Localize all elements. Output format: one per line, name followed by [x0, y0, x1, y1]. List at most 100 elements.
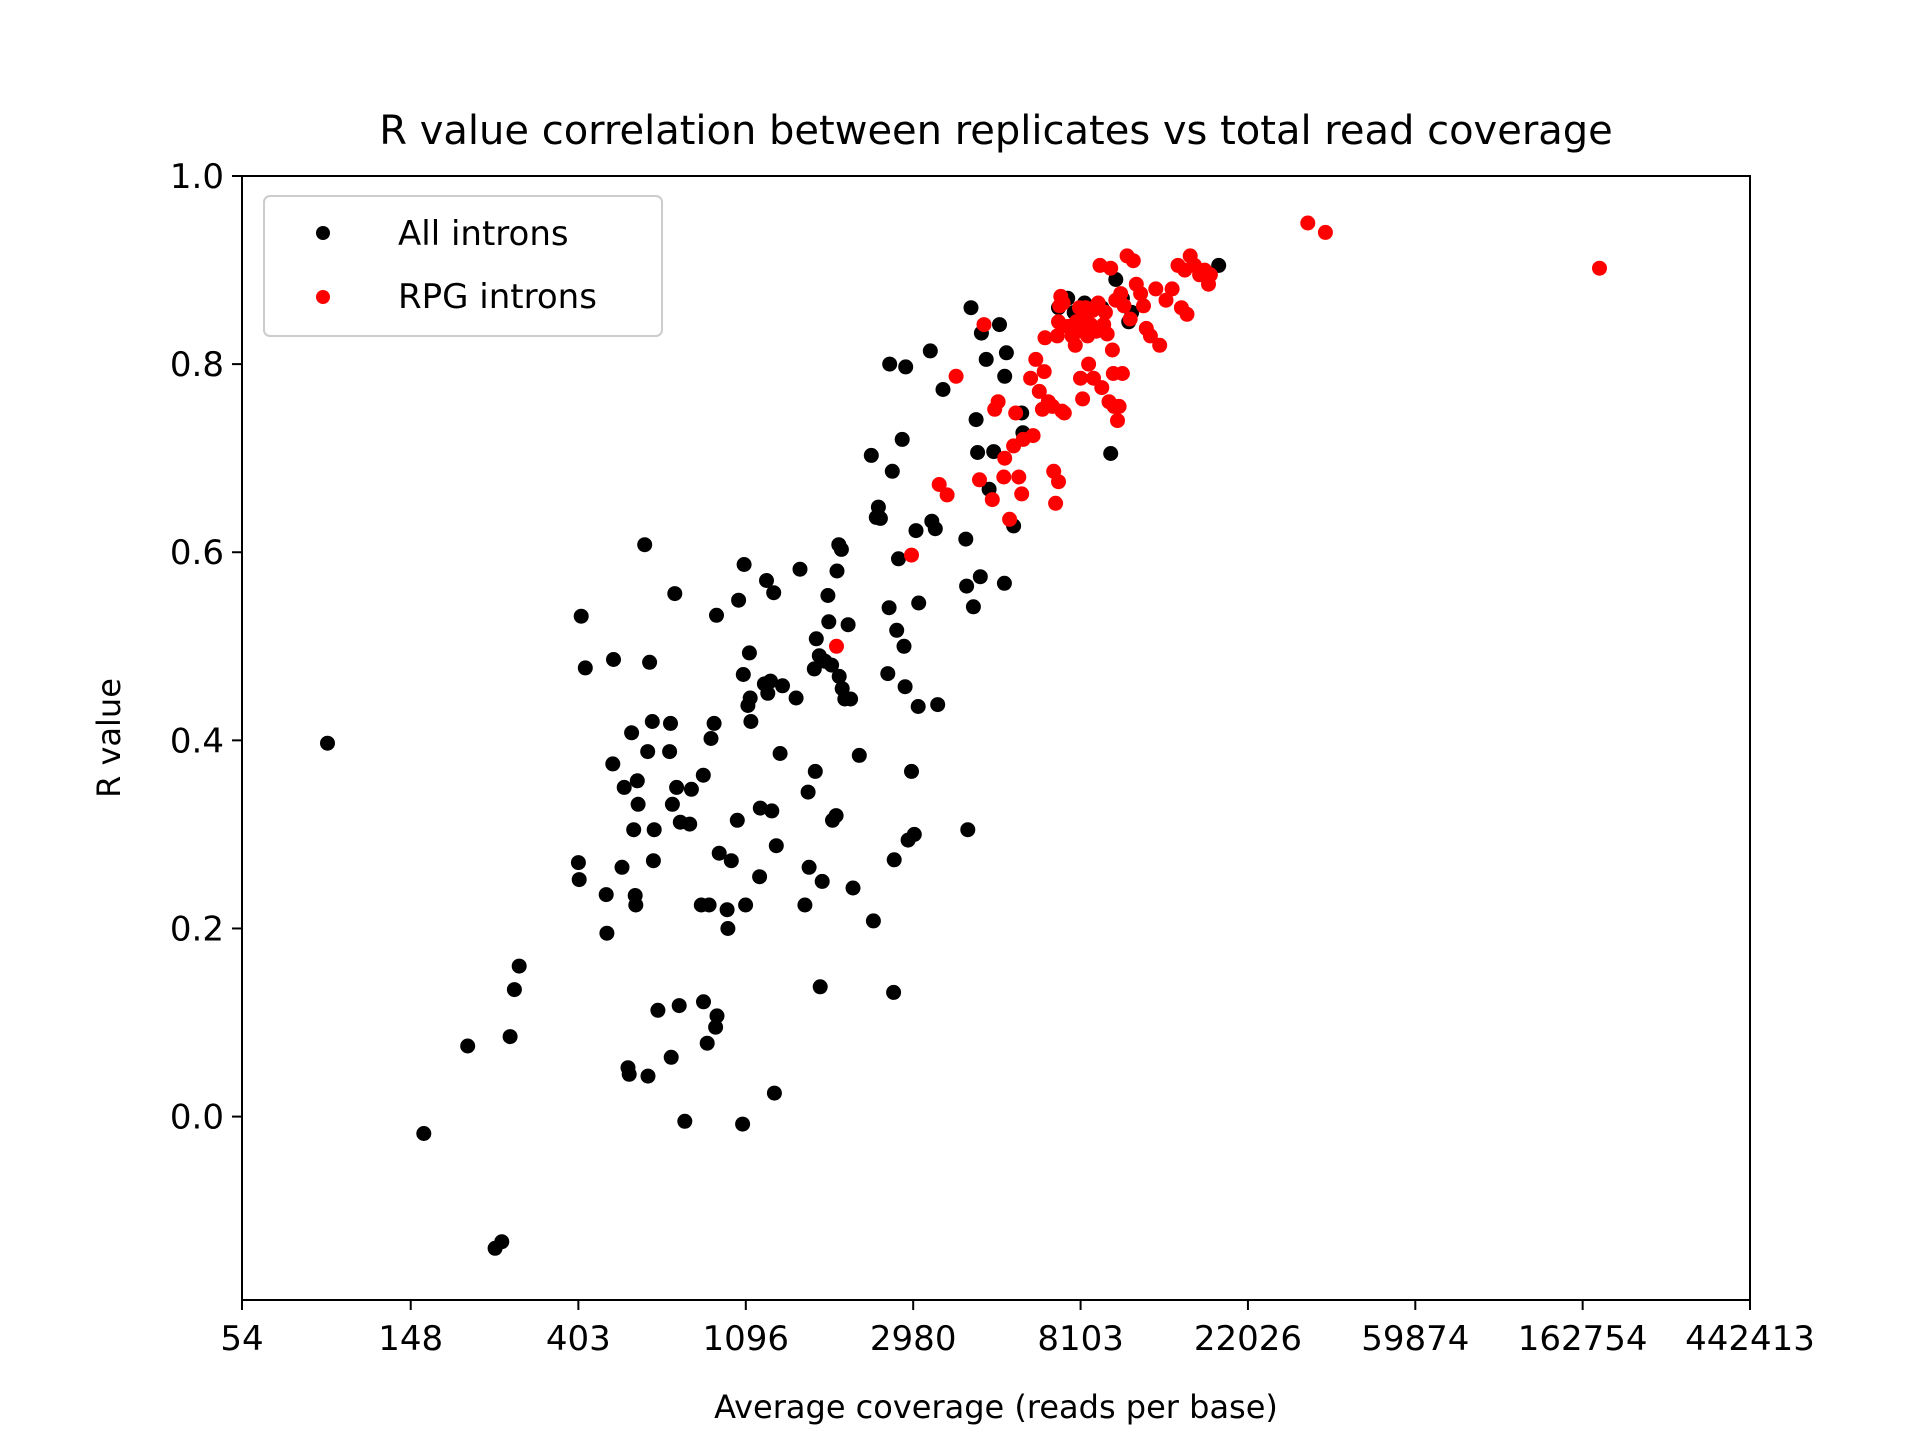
data-point [742, 690, 758, 706]
data-point [320, 735, 335, 751]
data-point [939, 487, 955, 503]
data-point [766, 585, 782, 601]
data-point [906, 826, 922, 842]
data-point [621, 1066, 637, 1082]
data-point [908, 523, 924, 539]
data-point [840, 617, 856, 633]
data-point [1164, 281, 1180, 297]
y-tick-label: 0.0 [170, 1098, 224, 1138]
data-point [996, 575, 1012, 591]
data-point [978, 351, 994, 367]
data-point [894, 431, 910, 447]
data-point [1028, 351, 1044, 367]
data-point [814, 873, 830, 889]
data-point [752, 800, 768, 816]
data-point [571, 872, 587, 888]
data-point [1008, 405, 1024, 421]
data-point [820, 588, 836, 603]
data-point [886, 984, 902, 1000]
data-point [1002, 511, 1018, 527]
data-point [671, 998, 687, 1014]
data-point [511, 958, 527, 974]
data-point [1037, 330, 1053, 346]
data-point [763, 673, 778, 689]
data-point [889, 622, 905, 638]
data-point [616, 779, 632, 795]
data-point [904, 763, 919, 779]
data-point [644, 714, 660, 729]
data-point [663, 1049, 679, 1065]
data-point [896, 638, 912, 654]
data-point [1048, 495, 1064, 511]
data-point [768, 838, 784, 854]
data-point [958, 531, 974, 547]
data-point [1031, 383, 1047, 399]
data-point [965, 599, 981, 615]
data-point [812, 979, 828, 995]
legend-marker-rpg-introns [316, 290, 330, 304]
data-point [904, 547, 919, 563]
data-point [801, 859, 817, 875]
data-point [1094, 380, 1110, 396]
data-point [677, 1113, 693, 1129]
data-point [788, 690, 804, 706]
data-point [628, 897, 644, 913]
data-point [970, 445, 986, 460]
data-point [831, 668, 847, 684]
data-point [701, 897, 717, 913]
data-point [696, 994, 711, 1010]
data-point [976, 317, 992, 333]
data-point [872, 510, 888, 526]
data-point [963, 300, 979, 316]
data-point [629, 773, 645, 789]
data-point [997, 450, 1013, 466]
x-tick-label: 22026 [1194, 1319, 1302, 1359]
data-point [570, 855, 586, 871]
data-point [1036, 364, 1052, 380]
data-point [865, 913, 881, 929]
data-point [1011, 469, 1027, 485]
data-point [573, 608, 589, 624]
y-tick-label: 0.2 [170, 909, 224, 949]
data-point [845, 880, 861, 896]
data-point [640, 744, 656, 760]
data-point [897, 679, 913, 695]
data-point [741, 645, 757, 661]
axes-frame [241, 175, 1751, 1301]
data-point [898, 359, 914, 375]
data-point [1317, 224, 1333, 240]
data-point [640, 1068, 656, 1084]
data-point [911, 595, 927, 611]
data-point [760, 685, 776, 701]
data-point [711, 845, 727, 861]
data-point [766, 1085, 782, 1101]
data-point [808, 631, 824, 647]
data-point [910, 699, 926, 714]
data-point [719, 902, 735, 918]
x-axis-label: Average coverage (reads per base) [714, 1388, 1278, 1426]
data-point [1075, 391, 1091, 407]
data-point [708, 1019, 724, 1035]
data-point [706, 715, 722, 731]
data-point [1103, 260, 1119, 276]
data-point [772, 746, 788, 761]
data-point [1023, 370, 1039, 386]
x-tick-label: 162754 [1518, 1319, 1648, 1359]
x-tick-label: 8103 [1037, 1319, 1124, 1359]
data-point [416, 1126, 432, 1141]
data-point [626, 822, 642, 838]
y-axis: 0.0 0.2 0.4 0.6 0.8 1.0 [170, 157, 242, 1138]
data-point [1114, 366, 1130, 381]
data-point [1104, 342, 1120, 358]
data-point [1073, 370, 1088, 386]
data-point [695, 767, 711, 783]
x-tick-label: 2980 [870, 1319, 957, 1359]
data-point [1158, 292, 1174, 308]
data-point [709, 607, 724, 623]
data-point [806, 661, 822, 677]
data-point [1116, 298, 1132, 314]
x-tick-label: 442413 [1685, 1319, 1815, 1359]
data-point [606, 652, 621, 667]
legend-marker-all-introns [316, 226, 330, 240]
